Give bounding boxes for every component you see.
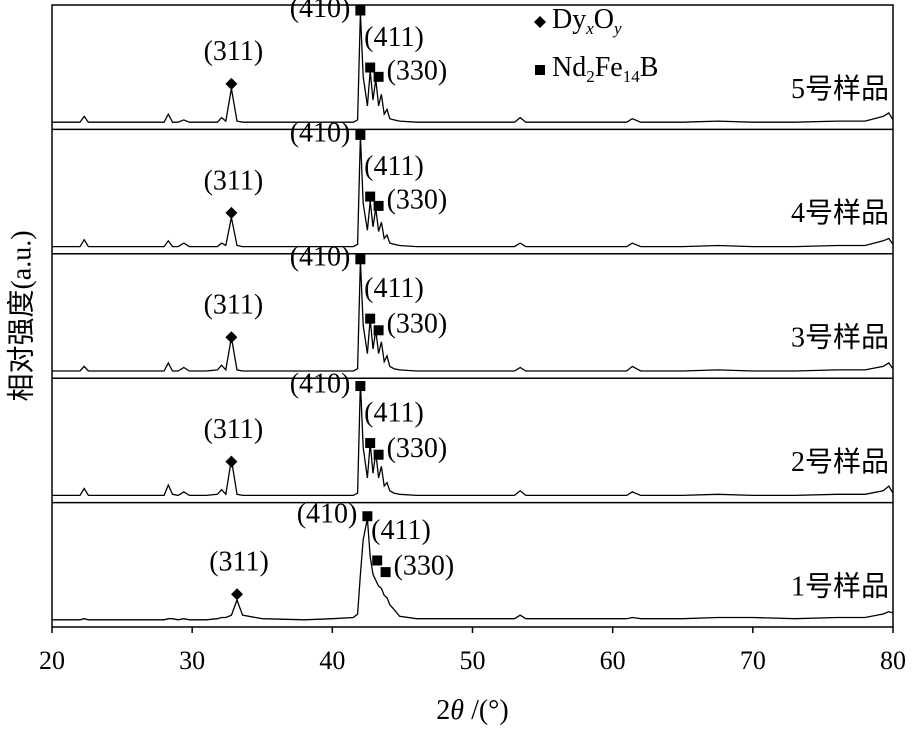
x-axis-label-part: 2 bbox=[436, 695, 450, 726]
peak-label: (411) bbox=[364, 22, 424, 53]
x-tick-label: 70 bbox=[740, 646, 766, 675]
legend-label-part: 14 bbox=[623, 67, 641, 86]
diamond-marker bbox=[225, 77, 238, 90]
square-marker bbox=[365, 313, 376, 324]
diamond-marker bbox=[534, 16, 546, 28]
square-marker bbox=[355, 254, 366, 265]
square-marker bbox=[362, 511, 373, 522]
square-marker bbox=[365, 62, 376, 73]
square-marker bbox=[365, 438, 376, 449]
sample-label: 1号样品 bbox=[791, 570, 889, 602]
x-axis-label-part: θ bbox=[450, 695, 464, 726]
legend-label-part: Fe bbox=[595, 52, 623, 83]
peak-label: (410) bbox=[290, 117, 351, 148]
xrd-trace bbox=[52, 518, 894, 621]
diamond-marker bbox=[225, 206, 238, 219]
peak-label: (410) bbox=[290, 242, 351, 273]
legend-label-part: B bbox=[640, 52, 659, 83]
sample-label: 5号样品 bbox=[791, 73, 889, 105]
legend-label-part: y bbox=[612, 19, 622, 38]
peak-label: (311) bbox=[209, 547, 269, 578]
sample-label: 4号样品 bbox=[791, 197, 889, 229]
square-marker bbox=[535, 65, 545, 75]
peak-label: (411) bbox=[364, 397, 424, 428]
square-marker bbox=[380, 567, 391, 578]
peak-label: (410) bbox=[297, 499, 358, 530]
peak-label: (330) bbox=[387, 184, 448, 215]
x-axis-label: 2θ /(°) bbox=[436, 695, 508, 726]
plot-frame bbox=[51, 4, 894, 628]
peak-label: (311) bbox=[204, 290, 264, 321]
peak-label: (410) bbox=[290, 0, 351, 24]
xrd-trace bbox=[52, 260, 894, 372]
square-marker bbox=[365, 191, 376, 202]
y-axis-label: 相对强度(a.u.) bbox=[5, 230, 37, 401]
peak-label: (311) bbox=[204, 165, 264, 196]
x-tick-label: 30 bbox=[179, 646, 205, 675]
legend-label: Nd2Fe14B bbox=[552, 52, 658, 85]
square-marker bbox=[373, 449, 384, 460]
peak-label: (410) bbox=[290, 368, 351, 399]
square-marker bbox=[373, 71, 384, 82]
square-marker bbox=[372, 555, 383, 566]
sample-label: 2号样品 bbox=[791, 446, 889, 478]
xrd-trace bbox=[52, 136, 894, 248]
legend-label-part: x bbox=[585, 19, 594, 38]
x-tick-label: 40 bbox=[319, 646, 345, 675]
sample-label: 3号样品 bbox=[791, 322, 889, 354]
legend-label: DyxOy bbox=[552, 4, 622, 37]
x-axis-label-part: /(°) bbox=[464, 695, 509, 726]
xrd-trace bbox=[52, 382, 894, 497]
legend-label-part: O bbox=[594, 4, 614, 35]
legend-label-part: Dy bbox=[552, 4, 586, 35]
square-marker bbox=[355, 5, 366, 16]
xrd-trace bbox=[52, 12, 894, 123]
peak-label: (330) bbox=[387, 55, 448, 86]
peak-label: (411) bbox=[364, 151, 424, 182]
square-marker bbox=[373, 325, 384, 336]
peak-label: (330) bbox=[387, 309, 448, 340]
diamond-marker bbox=[225, 331, 238, 344]
square-marker bbox=[355, 381, 366, 392]
x-tick-label: 80 bbox=[880, 646, 906, 675]
peak-label: (411) bbox=[371, 515, 431, 546]
legend-label-part: 2 bbox=[586, 67, 595, 86]
legend-label-part: Nd bbox=[552, 52, 586, 83]
peak-label: (330) bbox=[387, 433, 448, 464]
x-tick-label: 20 bbox=[39, 646, 65, 675]
peak-label: (311) bbox=[204, 414, 264, 445]
x-tick-label: 50 bbox=[460, 646, 486, 675]
diamond-marker bbox=[231, 588, 244, 601]
x-tick-label: 60 bbox=[600, 646, 626, 675]
peak-label: (330) bbox=[394, 551, 455, 582]
diamond-marker bbox=[225, 455, 238, 468]
peak-label: (311) bbox=[204, 36, 264, 67]
peak-label: (411) bbox=[364, 273, 424, 304]
square-marker bbox=[355, 129, 366, 140]
square-marker bbox=[373, 200, 384, 211]
